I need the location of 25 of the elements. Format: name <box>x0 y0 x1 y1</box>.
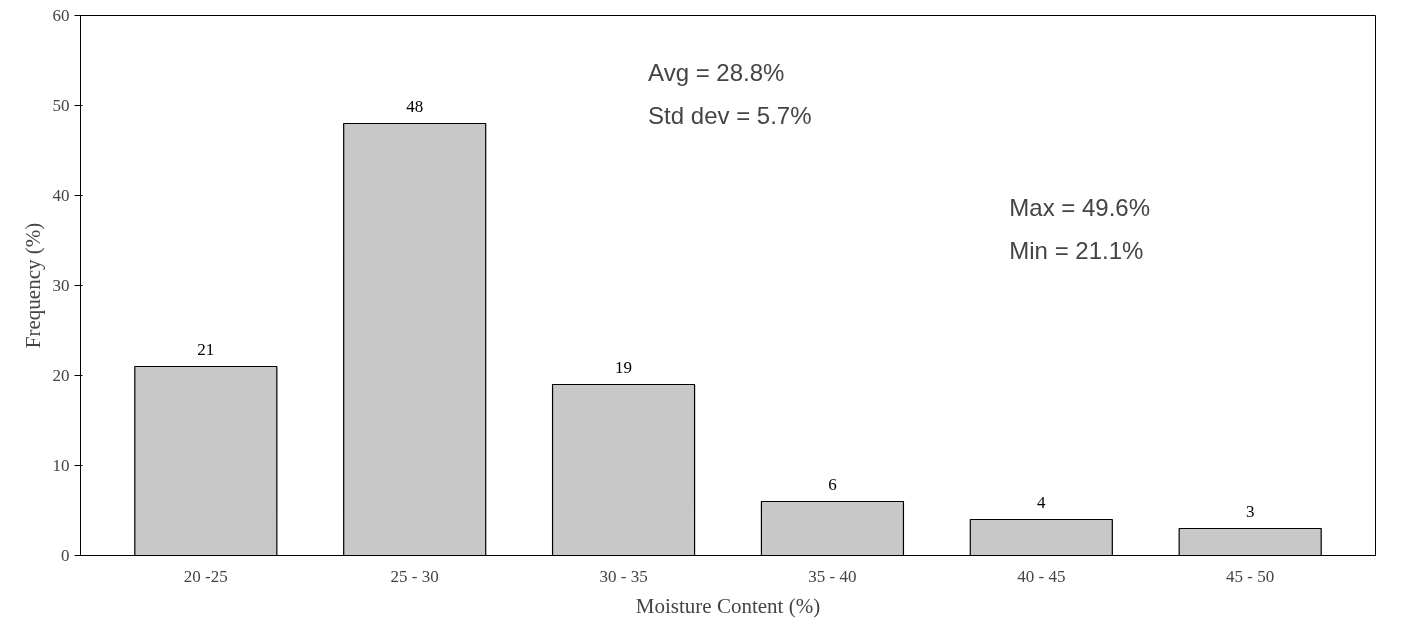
y-tick-label: 20 <box>52 366 70 385</box>
data-label: 3 <box>1245 501 1255 521</box>
annotation: Avg = 28.8% <box>648 58 785 86</box>
x-axis-title: Moisture Content (%) <box>635 593 821 618</box>
y-tick-label: 60 <box>52 6 70 25</box>
y-tick-label: 0 <box>61 546 70 565</box>
x-tick-label: 40 - 45 <box>1017 566 1066 586</box>
y-tick-label: 10 <box>52 456 70 475</box>
y-tick-label: 30 <box>52 276 70 295</box>
data-label: 19 <box>615 357 633 377</box>
data-label: 48 <box>406 96 424 116</box>
data-label: 4 <box>1037 492 1047 512</box>
data-label: 6 <box>828 474 837 494</box>
data-label: 21 <box>197 339 215 359</box>
x-tick-label: 35 - 40 <box>808 566 857 586</box>
y-axis-title: Frequency (%) <box>20 222 45 349</box>
x-tick-label: 30 - 35 <box>599 566 648 586</box>
annotation: Max = 49.6% <box>1009 193 1151 221</box>
annotation: Min = 21.1% <box>1009 236 1144 264</box>
x-tick-label: 20 -25 <box>183 566 228 586</box>
x-tick-label: 25 - 30 <box>390 566 439 586</box>
y-tick-label: 50 <box>52 96 70 115</box>
annotation: Std dev = 5.7% <box>648 101 812 129</box>
y-tick-label: 40 <box>52 186 70 205</box>
x-tick-label: 45 - 50 <box>1226 566 1275 586</box>
